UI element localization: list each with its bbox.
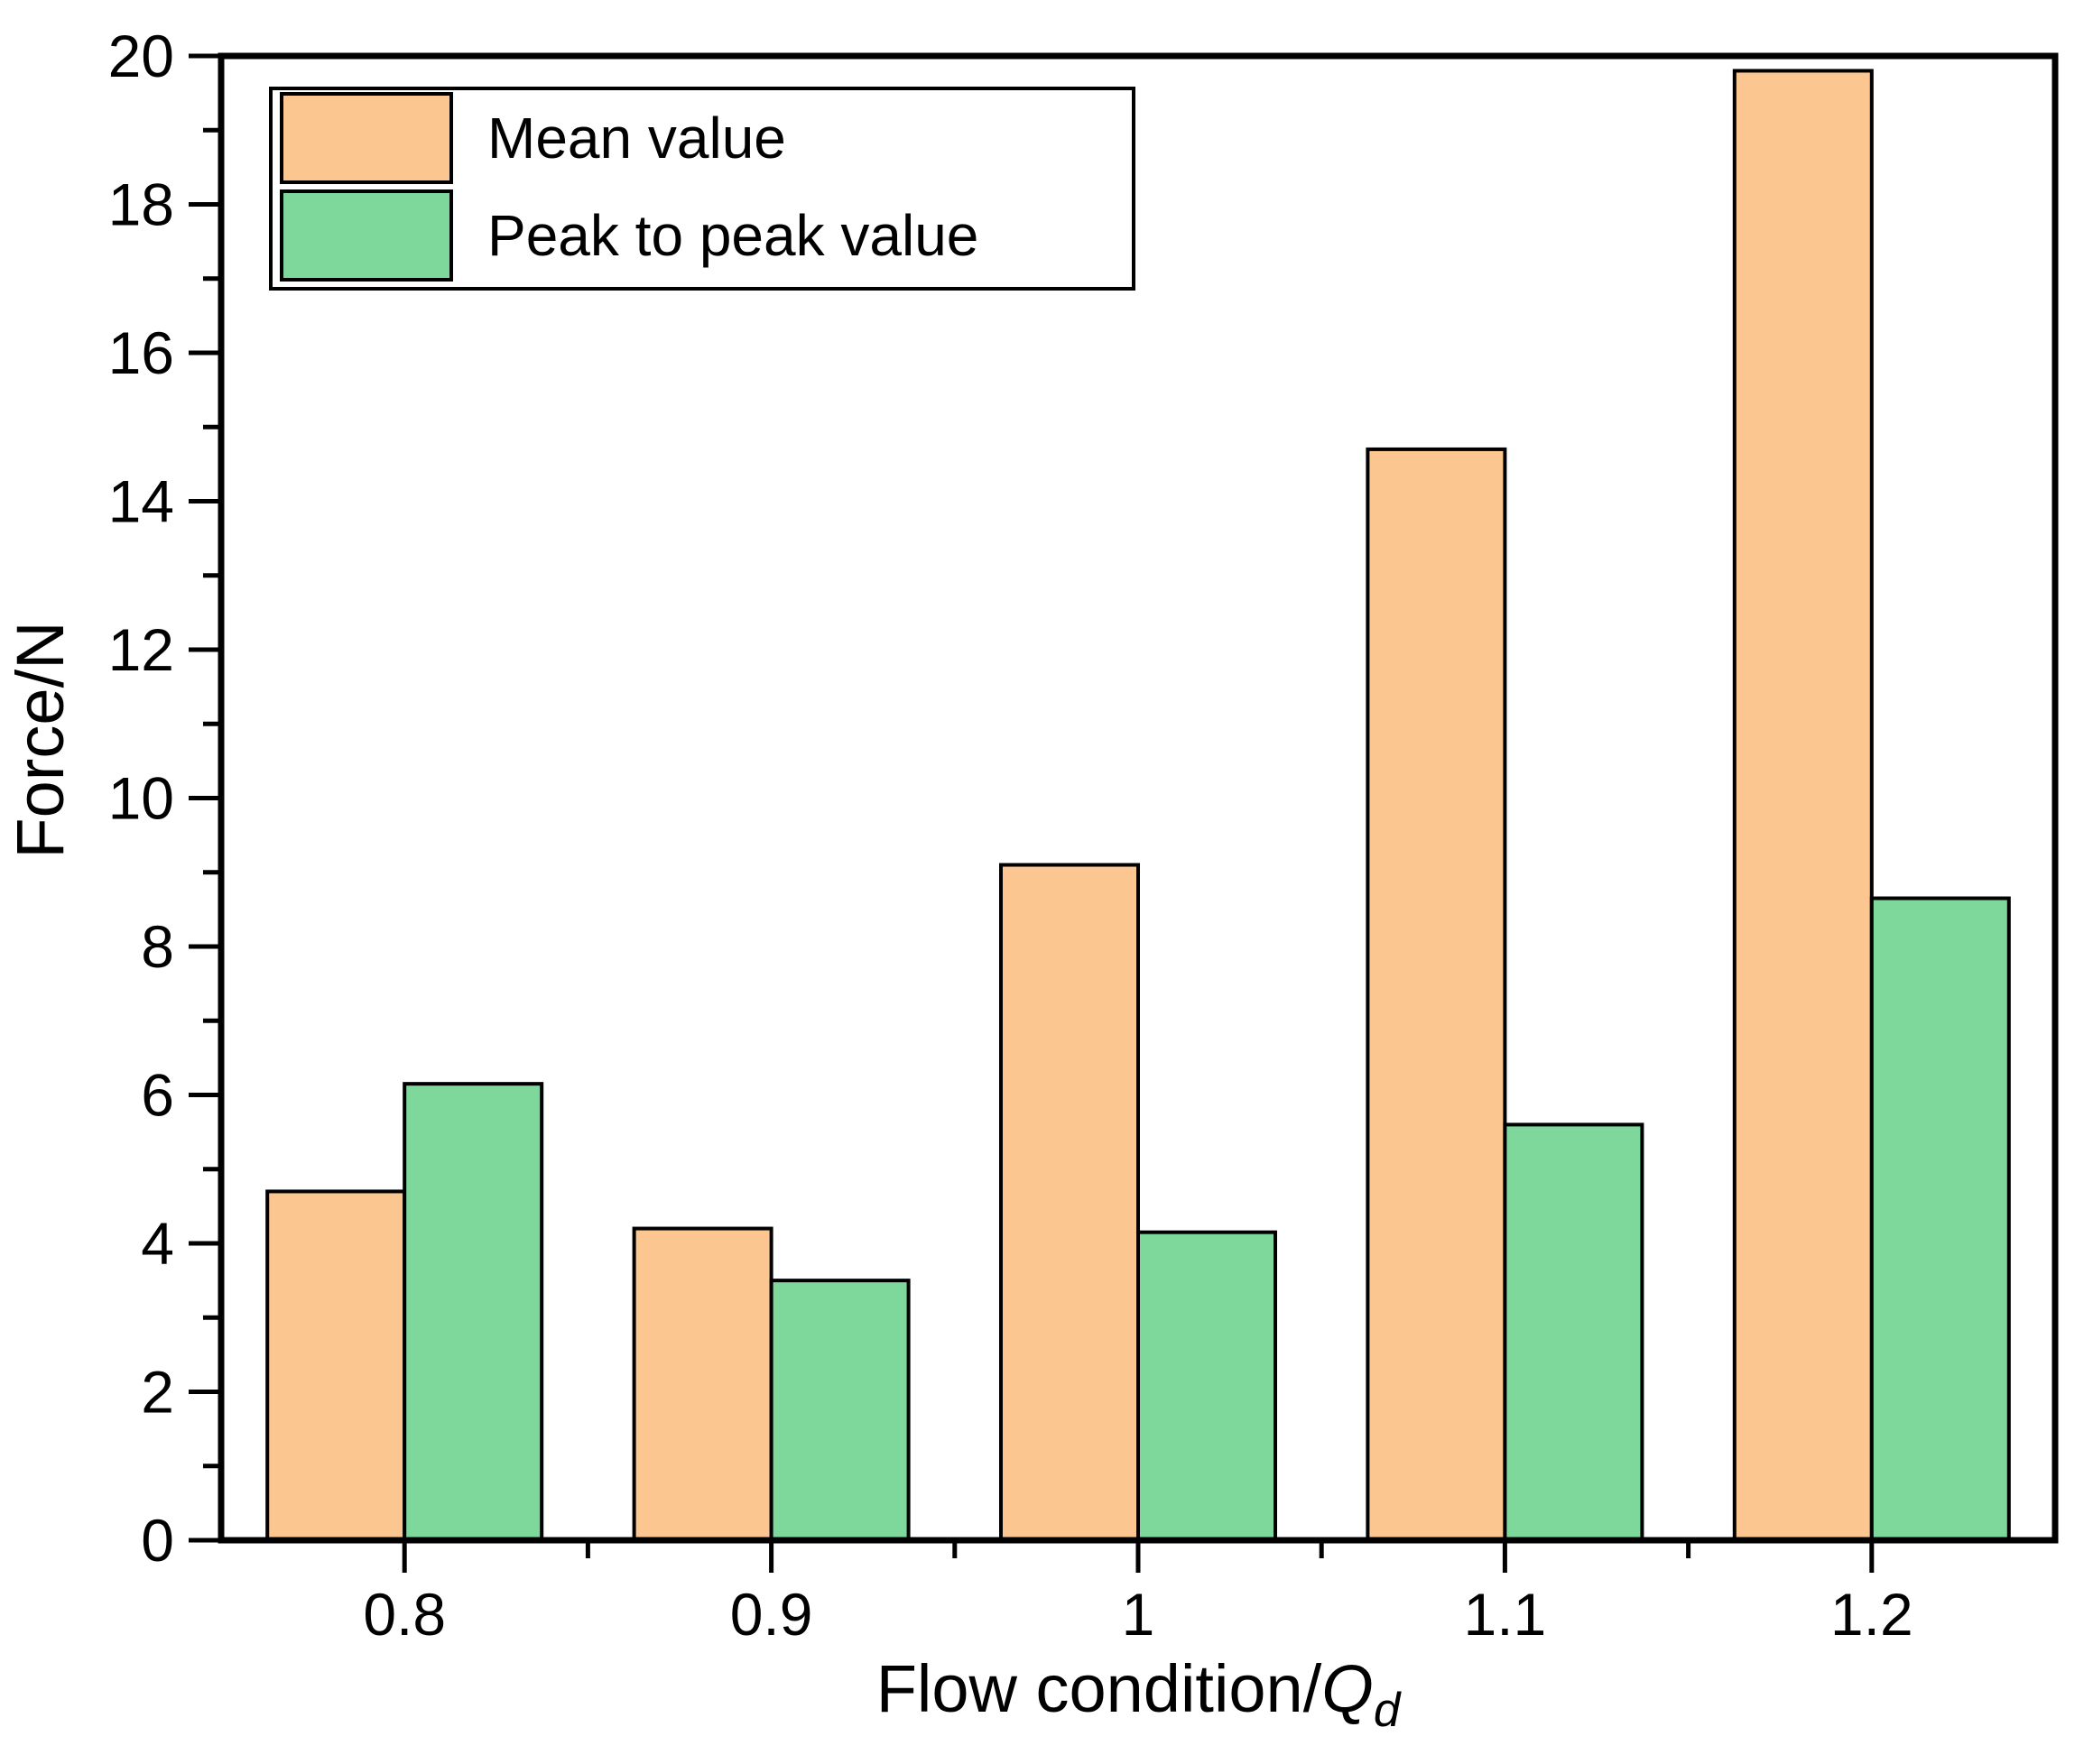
y-tick-label: 10 <box>108 765 174 832</box>
bar-series1-cat1.2 <box>1869 896 2011 1542</box>
bar-series1-cat1 <box>1136 1230 1277 1542</box>
bar-series0-cat0.8 <box>265 1189 407 1543</box>
y-tick-label: 8 <box>141 913 174 980</box>
legend-label-series1: Peak to peak value <box>487 203 978 268</box>
y-tick-label: 16 <box>108 319 174 386</box>
bar-series0-cat1.2 <box>1732 69 1874 1543</box>
bar-series0-cat1 <box>999 863 1140 1542</box>
y-tick-label: 20 <box>108 23 174 89</box>
y-tick-label: 14 <box>108 468 174 535</box>
y-tick-label: 4 <box>141 1210 174 1277</box>
legend-swatch-series0 <box>280 92 453 184</box>
x-tick-label: 1.2 <box>1830 1581 1913 1648</box>
bar-series0-cat1.1 <box>1366 447 1507 1542</box>
x-tick-label: 1 <box>1122 1581 1155 1648</box>
y-axis-title: Force/N <box>3 621 78 858</box>
x-tick-label: 0.9 <box>730 1581 813 1648</box>
y-tick-label: 6 <box>141 1062 174 1129</box>
bar-series1-cat0.8 <box>403 1082 544 1542</box>
bar-series0-cat0.9 <box>632 1226 773 1543</box>
legend-swatch-series1 <box>280 189 453 282</box>
legend-label-series0: Mean value <box>487 106 786 171</box>
y-tick-label: 0 <box>141 1507 174 1574</box>
y-tick-label: 2 <box>141 1359 174 1426</box>
bar-series1-cat0.9 <box>769 1279 911 1542</box>
y-tick-label: 18 <box>108 171 174 238</box>
x-tick-label: 1.1 <box>1464 1581 1547 1648</box>
x-axis-title: Flow condition/Qd <box>876 1651 1402 1737</box>
x-tick-label: 0.8 <box>363 1581 446 1648</box>
bar-series1-cat1.1 <box>1503 1122 1644 1543</box>
y-tick-label: 12 <box>108 616 174 683</box>
